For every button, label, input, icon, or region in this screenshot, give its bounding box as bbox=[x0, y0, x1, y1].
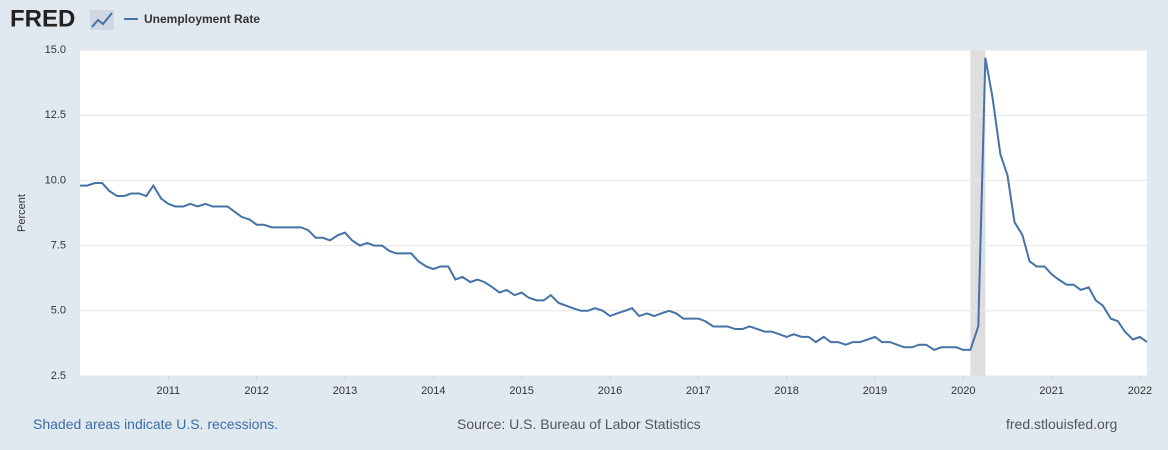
logo-icon bbox=[90, 10, 114, 30]
x-tick-label: 2015 bbox=[509, 385, 533, 397]
x-tick-label: 2018 bbox=[774, 385, 798, 397]
y-tick-label: 12.5 bbox=[45, 109, 66, 121]
recession-shade bbox=[970, 50, 986, 376]
legend-label: Unemployment Rate bbox=[144, 12, 260, 26]
x-tick-label: 2022 bbox=[1128, 385, 1152, 397]
x-tick-label: 2019 bbox=[863, 385, 887, 397]
x-tick-label: 2020 bbox=[951, 385, 975, 397]
site[interactable]: fred.stlouisfed.org bbox=[1006, 416, 1118, 432]
logo[interactable]: FRED bbox=[10, 5, 75, 32]
y-tick-label: 10.0 bbox=[45, 174, 66, 186]
x-tick-label: 2017 bbox=[686, 385, 710, 397]
source: Source: U.S. Bureau of Labor Statistics bbox=[457, 416, 701, 432]
x-tick-label: 2014 bbox=[421, 385, 445, 397]
x-tick-label: 2011 bbox=[156, 385, 180, 397]
recession-note: Shaded areas indicate U.S. recessions. bbox=[33, 416, 279, 432]
y-tick-label: 5.0 bbox=[51, 305, 66, 317]
y-tick-label: 2.5 bbox=[51, 370, 66, 382]
y-axis-label: Percent bbox=[16, 194, 28, 232]
chart: FRED Unemployment Rate Percent 2.5 5.0 7.5… bbox=[10, 5, 1152, 397]
y-tick-label: 7.5 bbox=[51, 240, 66, 252]
y-tick-label: 15.0 bbox=[45, 44, 66, 56]
x-tick-label: 2013 bbox=[333, 385, 357, 397]
x-tick-label: 2016 bbox=[598, 385, 622, 397]
series-line bbox=[80, 57, 1148, 352]
x-tick-label: 2021 bbox=[1039, 385, 1063, 397]
x-tick-label: 2012 bbox=[244, 385, 268, 397]
plot-area bbox=[80, 50, 1147, 376]
